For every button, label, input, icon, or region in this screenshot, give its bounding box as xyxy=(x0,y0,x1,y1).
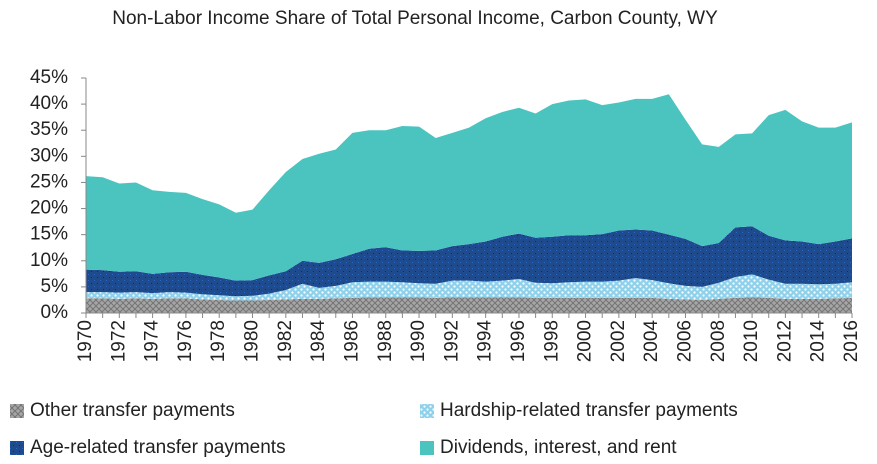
x-tick-label: 2014 xyxy=(808,320,829,363)
x-tick-label: 2010 xyxy=(741,320,762,362)
area xyxy=(86,297,852,313)
x-tick-label: 1972 xyxy=(108,320,129,362)
x-tick-label: 1990 xyxy=(408,320,429,362)
x-tick-label: 1998 xyxy=(541,320,562,362)
area xyxy=(86,226,852,297)
y-tick-label: 5% xyxy=(41,276,69,297)
x-tick-label: 1982 xyxy=(275,320,296,362)
x-tick-label: 1970 xyxy=(75,320,96,362)
y-tick-label: 0% xyxy=(41,302,69,323)
x-tick-label: 1994 xyxy=(475,320,496,363)
x-tick-label: 1996 xyxy=(508,320,529,362)
x-tick-label: 1992 xyxy=(441,320,462,362)
legend-swatch xyxy=(10,404,24,418)
legend-label: Hardship-related transfer payments xyxy=(440,400,738,421)
legend-swatch xyxy=(10,441,24,455)
y-tick-label: 45% xyxy=(30,67,68,88)
x-tick-label: 1986 xyxy=(341,320,362,362)
x-tick-label: 1976 xyxy=(175,320,196,362)
x-tick-label: 2012 xyxy=(774,320,795,362)
y-tick-label: 15% xyxy=(30,224,68,245)
x-tick-label: 2008 xyxy=(708,320,729,362)
legend-label: Other transfer payments xyxy=(30,400,235,421)
area xyxy=(86,274,852,301)
y-tick-label: 10% xyxy=(30,250,68,271)
area xyxy=(86,94,852,281)
x-tick-label: 2004 xyxy=(641,320,662,363)
x-tick-label: 2006 xyxy=(674,320,695,362)
legend-label: Age-related transfer payments xyxy=(30,437,286,458)
x-tick-label: 2000 xyxy=(575,320,596,362)
y-tick-label: 30% xyxy=(30,145,68,166)
x-tick-label: 1974 xyxy=(142,320,163,363)
legend-label: Dividends, interest, and rent xyxy=(440,437,677,458)
legend-swatch xyxy=(420,404,434,418)
x-tick-label: 1978 xyxy=(208,320,229,362)
x-tick-label: 2002 xyxy=(608,320,629,362)
y-tick-label: 25% xyxy=(30,171,68,192)
x-tick-label: 1988 xyxy=(375,320,396,362)
x-tick-label: 1980 xyxy=(242,320,263,362)
y-tick-label: 20% xyxy=(30,198,68,219)
y-tick-label: 40% xyxy=(30,93,68,114)
x-tick-label: 2016 xyxy=(841,320,862,362)
chart-title: Non-Labor Income Share of Total Personal… xyxy=(112,8,718,29)
y-tick-label: 35% xyxy=(30,119,68,140)
x-tick-label: 1984 xyxy=(308,320,329,363)
legend-swatch xyxy=(420,441,434,455)
